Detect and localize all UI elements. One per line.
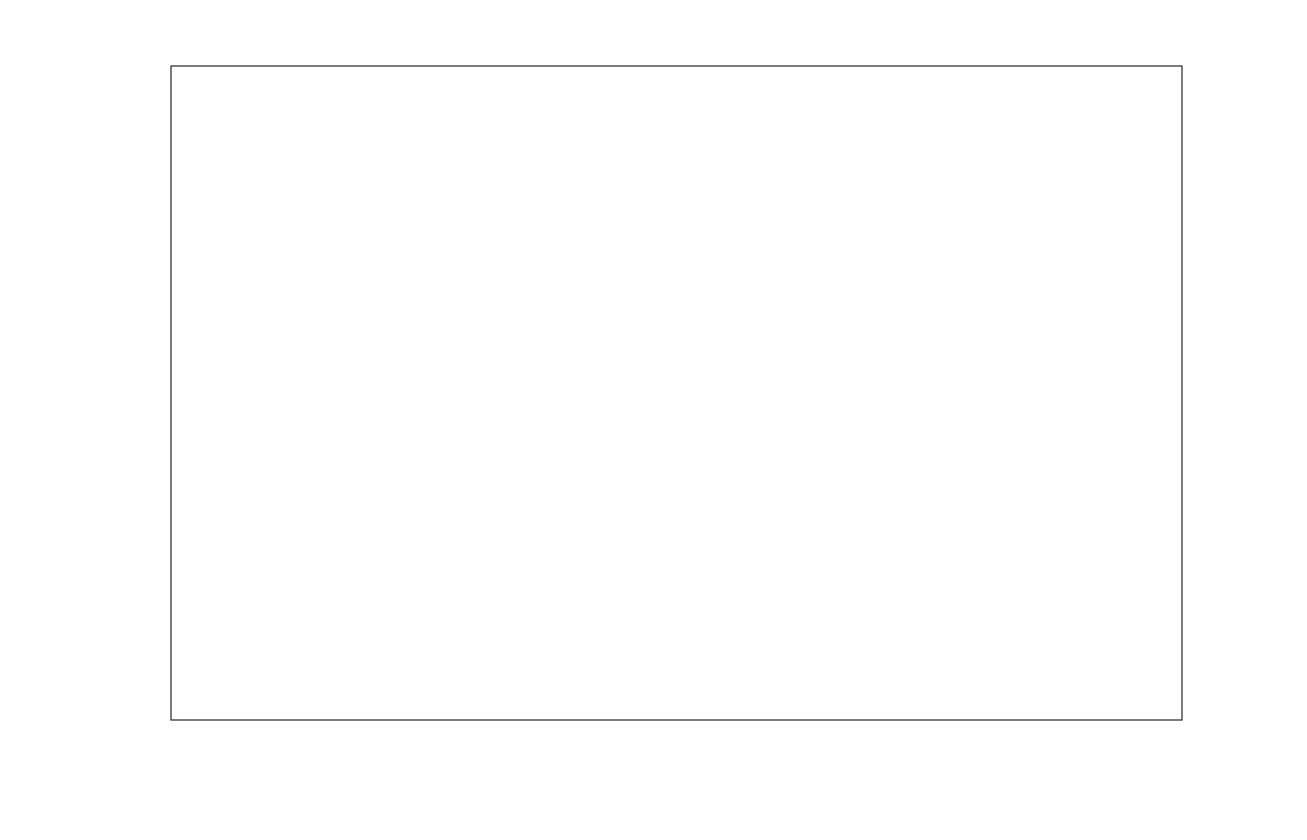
plot-frame (170, 65, 1183, 721)
